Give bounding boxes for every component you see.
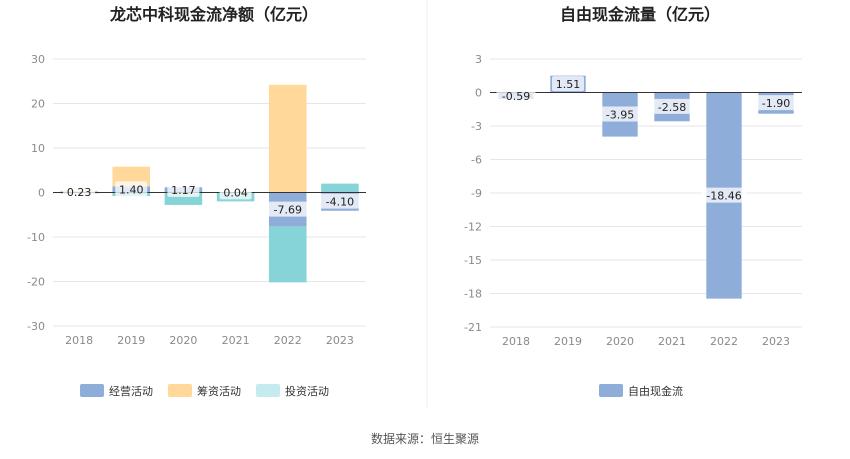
data-label: 1.40 (119, 183, 144, 196)
chart1-title: 龙芯中科现金流净额（亿元） (109, 5, 318, 24)
y-tick-label: 10 (31, 142, 45, 155)
legend-swatch (168, 384, 192, 397)
data-label-bg (63, 183, 96, 199)
data-label: 1.51 (556, 78, 581, 91)
x-tick-label: 2021 (658, 335, 686, 348)
legend-label: 筹资活动 (197, 384, 241, 398)
bar-筹资活动-2019 (112, 166, 151, 187)
y-tick-label: -10 (27, 231, 45, 244)
x-tick-label: 2023 (326, 334, 354, 347)
x-tick-label: 2020 (606, 335, 634, 348)
chart1-y-axis: 30 20 10 0 -10 -20 -30 (27, 53, 45, 333)
data-label-bg (756, 95, 796, 111)
data-label-bg (600, 106, 640, 122)
data-label: 1.17 (171, 184, 196, 197)
chart2-x-axis: 2018 2019 2020 2021 2022 2023 (502, 335, 790, 348)
data-label: -4.10 (326, 196, 354, 209)
x-tick-label: 2021 (222, 334, 250, 347)
chart2-title: 自由现金流量（亿元） (560, 5, 720, 24)
data-label: -1.90 (762, 97, 790, 110)
data-label-bg (496, 87, 536, 103)
x-tick-label: 2022 (710, 335, 738, 348)
x-tick-label: 2018 (65, 334, 93, 347)
chart2-y-axis: 3 0 -3 -6 -9 -12 -15 -18 -21 (464, 53, 482, 334)
data-label: -7.69 (274, 204, 302, 217)
x-tick-label: 2022 (274, 334, 302, 347)
x-tick-label: 2023 (762, 335, 790, 348)
y-tick-label: -15 (464, 254, 482, 267)
bar-筹资活动-2022 (268, 84, 307, 193)
y-tick-label: -12 (464, 221, 482, 234)
chart1-bars (60, 84, 359, 283)
data-label: 0.23 (67, 186, 92, 199)
y-tick-label: -20 (27, 276, 45, 289)
data-label: 0.04 (223, 186, 248, 199)
legend-swatch (80, 384, 104, 397)
chart2-gridlines (490, 58, 802, 328)
x-tick-label: 2020 (169, 334, 197, 347)
x-tick-label: 2019 (117, 334, 145, 347)
y-tick-label: 20 (31, 98, 45, 111)
data-label-bg (701, 187, 747, 203)
data-label: -0.59 (502, 90, 530, 103)
y-tick-label: -3 (471, 120, 482, 133)
y-tick-label: 30 (31, 53, 45, 66)
x-tick-label: 2018 (502, 335, 530, 348)
data-label: -18.46 (706, 190, 741, 203)
data-label-bg (268, 201, 308, 217)
data-label: -2.58 (658, 101, 686, 114)
legend-label: 经营活动 (109, 384, 153, 398)
data-label-bg (115, 181, 148, 197)
chart2-legend: 自由现金流 (599, 384, 683, 398)
legend-swatch (599, 384, 623, 397)
legend-swatch (256, 384, 280, 397)
data-label-bg (167, 181, 200, 197)
chart2-bars (498, 75, 794, 299)
cash-flow-net-chart: 龙芯中科现金流净额（亿元） 30 20 10 0 -10 -20 -30 0.23 1.40 1… (27, 5, 366, 398)
data-label: -3.95 (606, 109, 634, 122)
data-label-bg (320, 193, 360, 209)
y-tick-label: -6 (471, 154, 482, 167)
y-tick-label: -18 (464, 288, 482, 301)
y-tick-label: -30 (27, 320, 45, 333)
free-cash-flow-chart: 自由现金流量（亿元） 3 0 -3 -6 -9 -12 -15 -18 -21 -0.59 1.5… (464, 5, 802, 398)
y-tick-label: -9 (471, 187, 482, 200)
bar-投资活动-2022 (268, 226, 307, 283)
data-label-bg (219, 184, 252, 200)
chart1-data-labels: 0.23 1.40 1.17 0.04 -7.69 -4.10 (63, 181, 360, 217)
chart1-legend: 经营活动 筹资活动 投资活动 (80, 384, 329, 398)
y-tick-label: 3 (475, 53, 482, 66)
data-label-bg (552, 76, 584, 92)
chart1-x-axis: 2018 2019 2020 2021 2022 2023 (65, 334, 354, 347)
legend-label: 自由现金流 (628, 384, 683, 398)
chart2-data-labels: -0.59 1.51 -3.95 -2.58 -18.46 -1.90 (496, 76, 796, 203)
y-tick-label: -21 (464, 321, 482, 334)
y-tick-label: 0 (475, 87, 482, 100)
y-tick-label: 0 (38, 187, 45, 200)
x-tick-label: 2019 (554, 335, 582, 348)
data-source-note: 数据来源：恒生聚源 (371, 431, 479, 446)
data-label-bg (652, 98, 692, 114)
legend-label: 投资活动 (285, 384, 329, 398)
bar-投资活动-2023 (321, 183, 359, 193)
